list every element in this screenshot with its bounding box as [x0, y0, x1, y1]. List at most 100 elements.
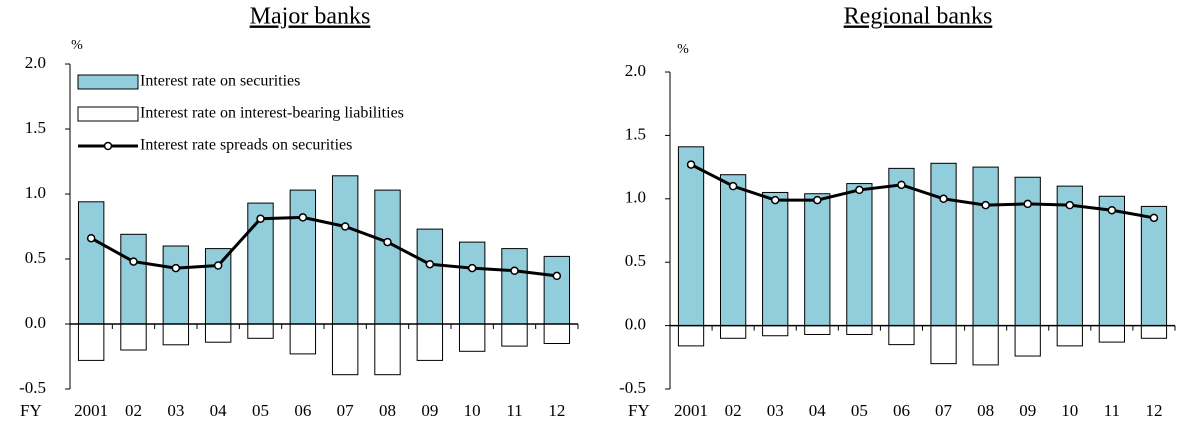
x-prefix: FY — [628, 401, 650, 420]
bar — [762, 191, 789, 327]
marker — [855, 185, 864, 195]
legend-marker — [103, 141, 113, 151]
bar — [1140, 205, 1168, 327]
y-tick-label: 2.0 — [25, 53, 46, 72]
bar — [77, 201, 105, 325]
marker — [298, 213, 308, 222]
marker — [171, 263, 181, 273]
marker — [728, 181, 738, 191]
y-tick-label: 2.0 — [625, 61, 646, 80]
x-prefix: FY — [20, 401, 42, 420]
x-tick-label: 04 — [809, 401, 827, 420]
y-tick-label: 1.0 — [25, 183, 46, 202]
marker — [1023, 199, 1032, 209]
marker — [813, 195, 822, 205]
x-tick-label: 06 — [294, 401, 311, 420]
bar — [289, 189, 317, 325]
bar — [1014, 176, 1041, 327]
x-tick-label: 10 — [464, 401, 481, 420]
x-tick-label: 09 — [1019, 401, 1036, 420]
x-tick-label: 2001 — [674, 401, 708, 420]
x-tick-label: 2001 — [74, 401, 108, 420]
x-tick-label: 11 — [506, 401, 522, 420]
x-tick-label: 04 — [210, 401, 228, 420]
unit-label: % — [677, 42, 689, 57]
bar — [120, 233, 147, 325]
x-tick-label: 03 — [767, 401, 784, 420]
y-tick-label: -0.5 — [19, 378, 46, 397]
x-tick-label: 05 — [252, 401, 269, 420]
bar — [930, 162, 957, 327]
marker — [425, 259, 435, 269]
line — [690, 163, 1155, 220]
marker — [467, 263, 477, 273]
bar — [846, 183, 873, 327]
y-tick-label: 1.0 — [625, 188, 646, 207]
marker — [383, 237, 392, 247]
bar — [416, 323, 444, 361]
marker — [897, 180, 906, 190]
bar — [677, 325, 705, 347]
legend-label: Interest rate spreads on securities — [140, 137, 352, 154]
bar — [1098, 325, 1125, 343]
bar — [162, 245, 190, 325]
chart-title: Major banks — [250, 4, 371, 30]
bar — [120, 323, 147, 351]
y-tick-label: 1.5 — [625, 124, 646, 143]
bar — [720, 174, 747, 327]
legend-label: Interest rate on interest-bearing liabil… — [140, 105, 404, 122]
bar — [804, 325, 831, 335]
bar — [204, 248, 232, 325]
y-tick-label: 0.0 — [625, 315, 646, 334]
line — [90, 215, 558, 278]
bar — [501, 248, 528, 325]
y-tick-label: -0.5 — [619, 378, 646, 397]
x-tick-label: 03 — [167, 401, 184, 420]
x-tick-label: 05 — [851, 401, 868, 420]
unit-label: % — [71, 38, 83, 53]
bar — [204, 323, 232, 343]
bar — [1140, 325, 1168, 339]
x-tick-label: 12 — [1145, 401, 1162, 420]
legend-swatch — [77, 74, 139, 90]
bar — [677, 146, 705, 327]
bar — [458, 241, 486, 325]
legend-swatch — [77, 106, 139, 122]
x-tick-label: 08 — [379, 401, 396, 420]
bar — [501, 323, 528, 347]
bar — [762, 325, 789, 337]
bar — [374, 323, 401, 376]
bar — [846, 325, 873, 335]
marker — [340, 222, 350, 231]
marker — [213, 261, 223, 270]
bar — [543, 255, 571, 325]
bar — [804, 193, 831, 327]
bar — [888, 167, 915, 327]
marker — [686, 160, 696, 169]
x-tick-label: 02 — [125, 401, 142, 420]
bar — [930, 325, 957, 365]
marker — [770, 195, 780, 205]
x-tick-label: 09 — [421, 401, 438, 420]
bar — [1014, 325, 1041, 357]
x-tick-label: 11 — [1104, 401, 1120, 420]
marker — [129, 257, 138, 266]
marker — [981, 200, 990, 210]
marker — [1107, 205, 1117, 215]
marker — [939, 194, 948, 204]
legend-label: Interest rate on securities — [140, 73, 300, 90]
bar — [1056, 325, 1083, 347]
bar — [374, 189, 401, 325]
x-tick-label: 12 — [548, 401, 565, 420]
bar — [543, 323, 571, 344]
marker — [1065, 200, 1075, 210]
bar — [247, 323, 274, 339]
marker — [256, 214, 265, 223]
x-tick-label: 08 — [977, 401, 994, 420]
y-tick-label: 0.0 — [25, 313, 46, 332]
bar — [77, 323, 105, 361]
y-tick-label: 0.5 — [25, 248, 46, 267]
bar — [888, 325, 915, 346]
bar — [162, 323, 190, 346]
